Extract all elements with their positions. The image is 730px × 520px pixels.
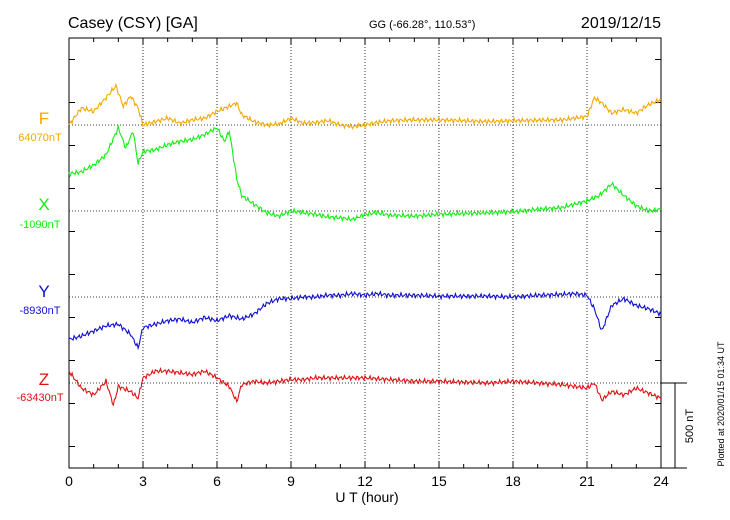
series-line-Y (68, 290, 662, 351)
series-label-F: F (39, 109, 49, 128)
series-line-X (68, 125, 662, 223)
x-tick-label-9: 9 (287, 473, 295, 489)
baseline-label-F: 64070nT (18, 132, 62, 144)
x-tick-label-12: 12 (357, 473, 373, 489)
vertical-gridlines (142, 38, 588, 468)
x-tick-label-6: 6 (213, 473, 221, 489)
x-tick-label-0: 0 (65, 473, 73, 489)
baseline-label-Y: -8930nT (20, 305, 61, 317)
x-tick-label-24: 24 (653, 473, 669, 489)
x-tick-label-3: 3 (139, 473, 147, 489)
baseline-label-Z: -63430nT (16, 392, 63, 404)
plot-frame (68, 37, 662, 469)
x-tick-label-21: 21 (579, 473, 595, 489)
baseline-label-X: -1090nT (20, 219, 61, 231)
series-label-X: X (38, 195, 49, 214)
station-title: Casey (CSY) [GA] (68, 15, 198, 32)
date-label: 2019/12/15 (581, 15, 661, 32)
plotted-timestamp: Plotted at 2020/01/15 01:34 UT (716, 341, 726, 467)
series-line-F (68, 82, 662, 130)
series-label-Z: Z (39, 370, 49, 389)
coordinates-label: GG (-66.28°, 110.53°) (369, 19, 475, 31)
series-lines (68, 82, 662, 407)
x-axis-label: U T (hour) (335, 489, 398, 505)
axis-ticks (68, 38, 662, 468)
x-tick-label-15: 15 (431, 473, 447, 489)
scale-bar (661, 382, 687, 469)
series-label-Y: Y (38, 282, 49, 301)
scale-bar-label: 500 nT (684, 409, 696, 444)
series-line-Z (68, 366, 662, 407)
x-tick-label-18: 18 (505, 473, 521, 489)
x-tick-labels: 0 3 6 9 12 15 18 21 24 (65, 473, 669, 489)
